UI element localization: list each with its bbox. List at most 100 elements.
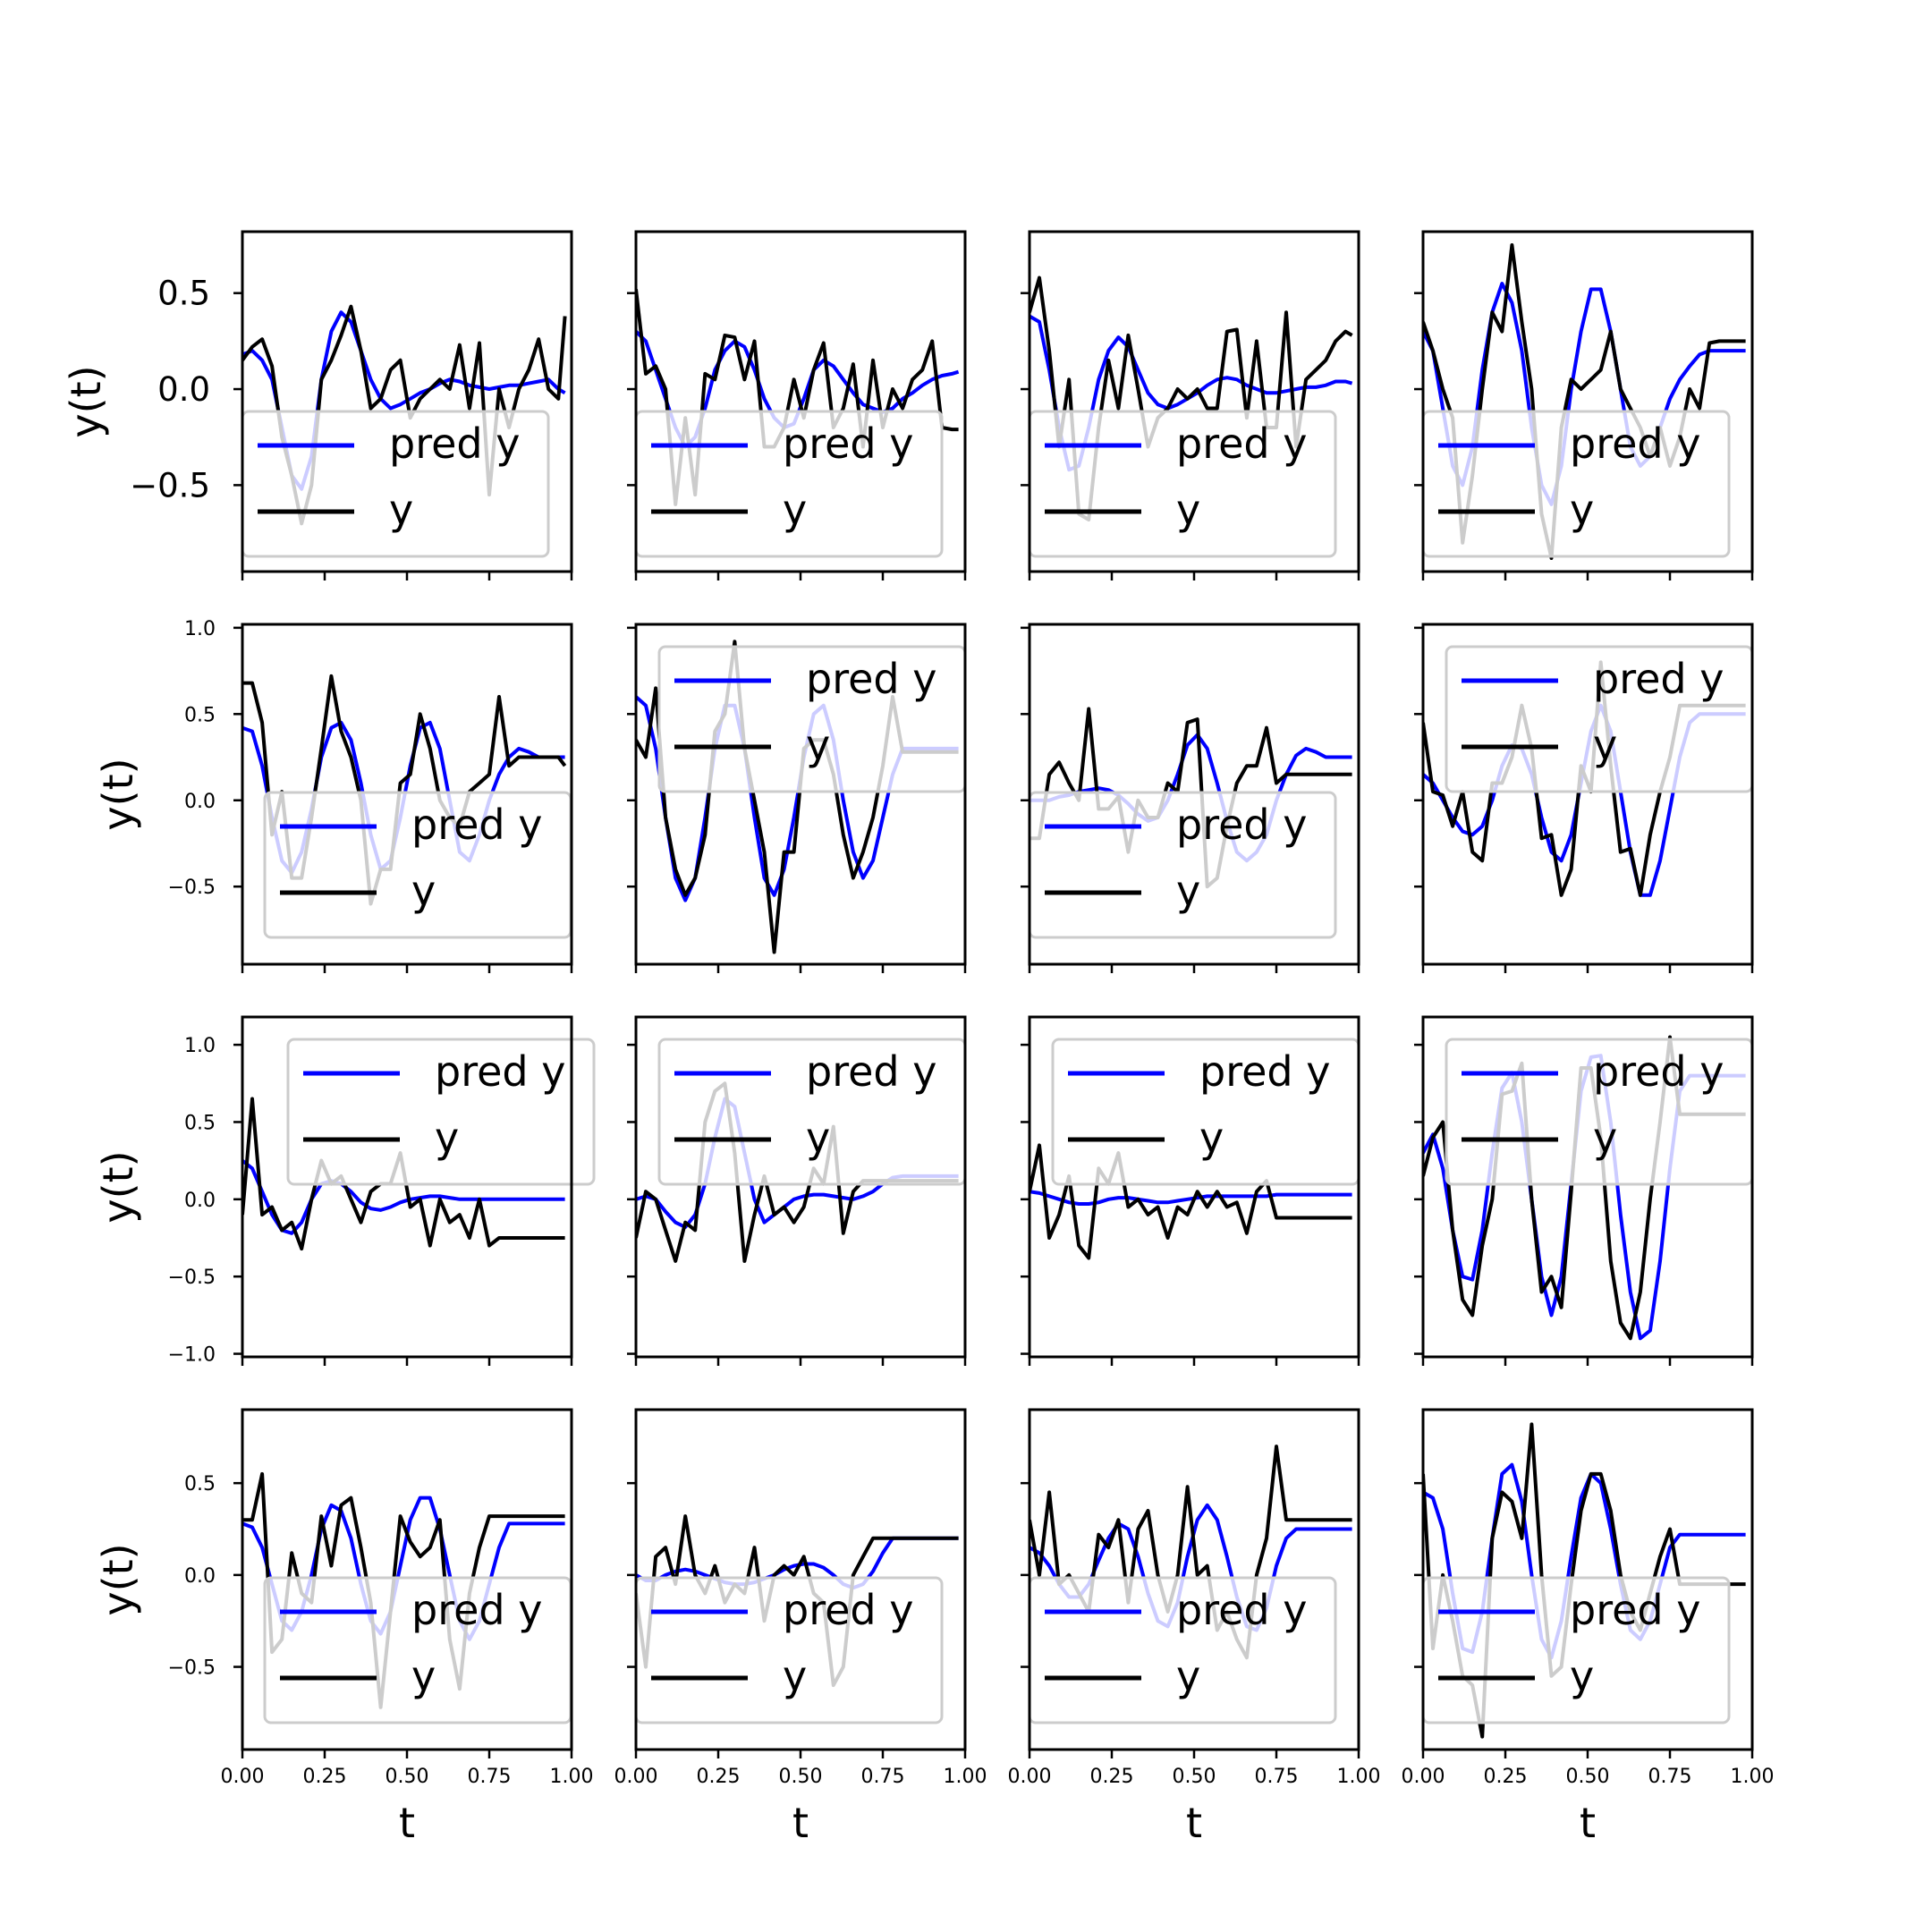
x-tick-label: 1.00	[550, 1766, 594, 1788]
subplot-r3-c3: pred y y	[1021, 1015, 1360, 1366]
legend-y-label: y	[783, 486, 807, 534]
y-series-line	[242, 1471, 565, 1709]
pred-series-line	[1423, 282, 1746, 506]
legend-y-label: y	[411, 867, 436, 915]
y-axis-label: y(t)	[94, 1543, 142, 1615]
x-tick-label: 0.25	[697, 1766, 741, 1788]
legend: pred y y	[1421, 1576, 1731, 1724]
legend-pred-label: pred y	[1176, 419, 1307, 468]
y-series-line	[1030, 707, 1352, 889]
subplot-r2-c1: pred y y −0.5 0.0 0.5 1.0 y(t)	[94, 618, 573, 973]
y-tick-label: 0.0	[184, 1190, 216, 1212]
y-series-line	[1030, 1143, 1352, 1260]
legend: pred y y	[657, 645, 967, 793]
legend: pred y y	[1028, 1576, 1337, 1724]
x-tick-label: 0.00	[1008, 1766, 1052, 1788]
y-tick-label: −0.5	[168, 1657, 216, 1680]
legend-pred-label: pred y	[411, 1586, 542, 1634]
legend: pred y y	[263, 791, 572, 939]
x-axis-label: t	[1580, 1799, 1596, 1847]
legend-y-label: y	[1570, 486, 1594, 534]
y-tick-label: 0.5	[184, 1112, 216, 1134]
x-tick-label: 0.50	[779, 1766, 823, 1788]
legend: pred y y	[241, 410, 550, 558]
legend-pred-label: pred y	[1176, 1586, 1307, 1634]
y-tick-label: 0.0	[157, 370, 210, 409]
legend-y-label: y	[1593, 721, 1617, 769]
subplot-r4-c3: pred y y 0.00 0.25 0.50 0.75 1.00 t	[1008, 1408, 1381, 1847]
subplot-r3-c4: pred y y	[1414, 1015, 1754, 1366]
x-tick-label: 0.25	[1484, 1766, 1528, 1788]
legend-pred-label: pred y	[435, 1047, 565, 1096]
subplot-r3-c2: pred y y	[627, 1015, 967, 1366]
legend: pred y y	[1051, 1038, 1360, 1186]
legend-y-label: y	[435, 1114, 459, 1162]
legend-y-label: y	[1593, 1114, 1617, 1162]
y-tick-label: 0.0	[184, 1565, 216, 1588]
x-tick-label: 0.00	[1402, 1766, 1445, 1788]
legend-y-label: y	[806, 1114, 830, 1162]
x-axis-label: t	[792, 1799, 809, 1847]
y-tick-label: 1.0	[184, 618, 216, 640]
pred-series-line	[1030, 733, 1352, 863]
legend-y-label: y	[411, 1652, 436, 1700]
legend: pred y y	[1445, 1038, 1754, 1186]
legend-y-label: y	[1570, 1652, 1594, 1700]
legend: pred y y	[1028, 410, 1337, 558]
x-tick-label: 0.50	[1173, 1766, 1216, 1788]
legend-pred-label: pred y	[411, 801, 542, 849]
y-axis-label: y(t)	[94, 758, 142, 830]
y-tick-label: −0.5	[168, 877, 216, 899]
y-tick-label: 1.0	[184, 1035, 216, 1057]
y-tick-label: 0.5	[157, 275, 210, 313]
x-tick-label: 0.75	[1255, 1766, 1299, 1788]
legend-pred-label: pred y	[783, 1586, 913, 1634]
x-tick-label: 0.75	[861, 1766, 905, 1788]
legend-y-label: y	[1176, 486, 1200, 534]
legend-y-label: y	[1176, 867, 1200, 915]
legend-pred-label: pred y	[1593, 655, 1724, 703]
x-tick-label: 1.00	[1731, 1766, 1775, 1788]
x-tick-label: 0.00	[221, 1766, 265, 1788]
subplot-r4-c1: pred y y −0.5 0.0 0.5 0.00 0.25 0.50 0.75 1.00 t y(…	[94, 1408, 594, 1847]
y-axis-label: y(t)	[62, 365, 110, 437]
legend-y-label: y	[783, 1652, 807, 1700]
legend-y-label: y	[806, 721, 830, 769]
y-tick-label: 0.5	[184, 1473, 216, 1496]
legend-pred-label: pred y	[389, 419, 520, 468]
legend: pred y y	[286, 1038, 596, 1186]
legend-y-label: y	[1199, 1114, 1224, 1162]
y-axis-label: y(t)	[94, 1150, 142, 1223]
subplot-r2-c4: pred y y	[1414, 623, 1754, 973]
x-tick-label: 0.25	[1090, 1766, 1134, 1788]
legend-y-label: y	[1176, 1652, 1200, 1700]
subplot-r4-c2: pred y y 0.00 0.25 0.50 0.75 1.00 t	[614, 1408, 987, 1847]
x-tick-label: 0.25	[303, 1766, 347, 1788]
legend: pred y y	[1445, 645, 1754, 793]
subplot-r3-c1: pred y y −1.0 −0.5 0.0 0.5 1.0 y(t)	[94, 1015, 596, 1367]
pred-series-line	[242, 1159, 565, 1235]
y-tick-label: 0.5	[184, 704, 216, 726]
x-tick-label: 0.00	[614, 1766, 658, 1788]
legend: pred y y	[1421, 410, 1731, 558]
legend-pred-label: pred y	[1570, 1586, 1700, 1634]
legend: pred y y	[1028, 791, 1337, 939]
subplot-r1-c2: pred y y	[627, 230, 967, 580]
legend-pred-label: pred y	[1199, 1047, 1330, 1096]
legend-pred-label: pred y	[806, 1047, 936, 1096]
legend-pred-label: pred y	[783, 419, 913, 468]
x-axis-label: t	[399, 1799, 415, 1847]
x-tick-label: 1.00	[1337, 1766, 1381, 1788]
legend-pred-label: pred y	[806, 655, 936, 703]
x-tick-label: 0.75	[468, 1766, 512, 1788]
x-tick-label: 1.00	[944, 1766, 987, 1788]
subplot-r4-c4: pred y y 0.00 0.25 0.50 0.75 1.00 t	[1402, 1408, 1775, 1847]
legend-y-label: y	[389, 486, 413, 534]
x-tick-label: 0.50	[386, 1766, 429, 1788]
legend-pred-label: pred y	[1593, 1047, 1724, 1096]
subplot-r2-c3: pred y y	[1021, 623, 1360, 973]
legend-pred-label: pred y	[1570, 419, 1700, 468]
legend: pred y y	[634, 410, 944, 558]
